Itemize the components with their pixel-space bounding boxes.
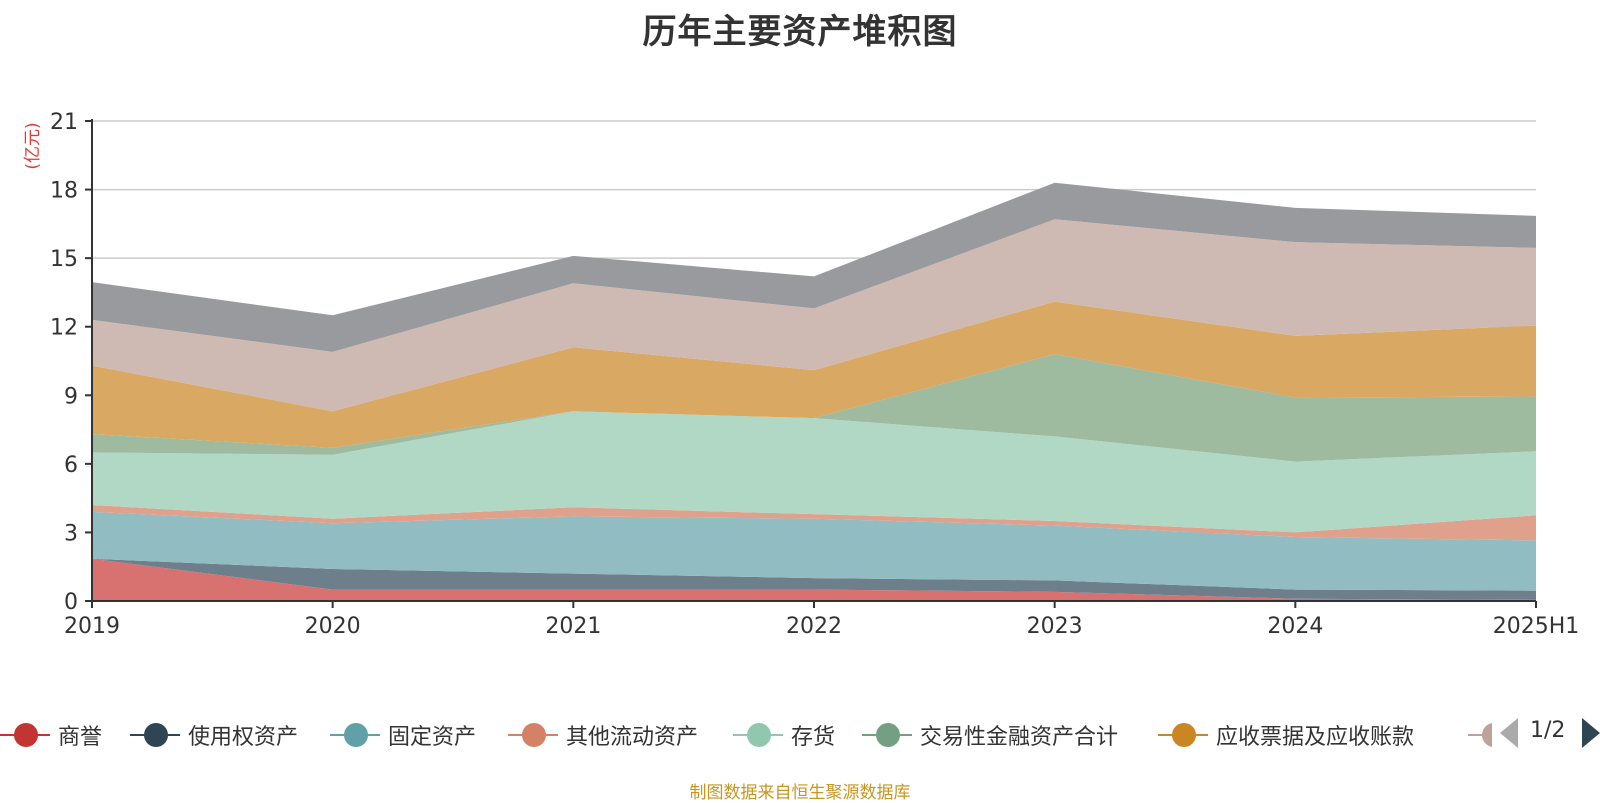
x-tick-label: 2022	[786, 614, 842, 639]
area-series-0[interactable]	[92, 558, 1536, 601]
legend-next-page-icon[interactable]	[1582, 718, 1600, 748]
y-tick-label: 0	[64, 590, 78, 615]
x-tick-label: 2023	[1027, 614, 1083, 639]
legend-item[interactable]: 使用权资产	[130, 715, 298, 755]
area-series-2[interactable]	[92, 511, 1536, 591]
legend-prev-page-icon[interactable]	[1500, 718, 1518, 748]
legend-marker-icon	[1468, 720, 1492, 750]
x-tick-label: 2025H1	[1493, 614, 1580, 639]
legend-label: 使用权资产	[188, 725, 299, 750]
legend-item-truncated[interactable]	[1468, 715, 1492, 755]
chart-title: 历年主要资产堆积图	[642, 12, 958, 52]
area-series-8[interactable]	[92, 182, 1536, 352]
x-tick-label: 2019	[64, 614, 120, 639]
legend-marker-icon	[1158, 720, 1208, 750]
y-tick-label: 21	[50, 110, 78, 135]
area-series-3[interactable]	[92, 505, 1536, 541]
legend-marker-icon	[0, 720, 50, 750]
y-axis-unit-label: (亿元)	[23, 122, 43, 169]
y-tick-label: 18	[50, 179, 78, 204]
legend-label: 交易性金融资产合计	[920, 725, 1119, 750]
legend-item[interactable]: 存货	[733, 715, 835, 755]
area-series-5[interactable]	[92, 354, 1536, 462]
x-tick-label: 2021	[545, 614, 601, 639]
legend-marker-icon	[508, 720, 558, 750]
legend-item[interactable]: 应收票据及应收账款	[1158, 715, 1414, 755]
legend-item[interactable]: 固定资产	[330, 715, 476, 755]
legend-label: 应收票据及应收账款	[1216, 725, 1415, 750]
legend-item[interactable]: 交易性金融资产合计	[862, 715, 1118, 755]
legend-marker-icon	[862, 720, 912, 750]
stacked-area-chart: 0 3 6 9 12 15 18 21 2019 2020 2021 2022 2023 2024 2025…	[23, 110, 1579, 639]
legend-item[interactable]: 其他流动资产	[508, 715, 698, 755]
area-series-6[interactable]	[92, 301, 1536, 448]
y-tick-label: 12	[50, 316, 78, 341]
area-series-7[interactable]	[92, 219, 1536, 412]
legend-label: 固定资产	[388, 725, 477, 750]
legend-label: 存货	[791, 725, 836, 750]
legend-item[interactable]: 商誉	[0, 715, 102, 755]
y-tick-label: 6	[64, 453, 78, 478]
area-series-1[interactable]	[92, 558, 1536, 600]
legend-label: 其他流动资产	[566, 725, 699, 750]
area-series	[92, 182, 1536, 601]
legend-marker-icon	[130, 720, 180, 750]
x-tick-label: 2024	[1267, 614, 1323, 639]
legend-label: 商誉	[58, 725, 103, 750]
y-tick-label: 3	[64, 521, 78, 546]
legend: 商誉 使用权资产 固定资产 其他流动资产 存货 交易性金融资产合计 应收票据及应收账款	[0, 715, 1600, 755]
area-series-4[interactable]	[92, 411, 1536, 533]
y-tick-label: 15	[50, 247, 78, 272]
legend-marker-icon	[733, 720, 783, 750]
legend-page-indicator: 1/2	[1530, 718, 1566, 743]
axes: 0 3 6 9 12 15 18 21 2019 2020 2021 2022 2023 2024 2025…	[50, 110, 1579, 639]
x-tick-label: 2020	[305, 614, 361, 639]
legend-marker-icon	[330, 720, 380, 750]
y-tick-label: 9	[64, 384, 78, 409]
source-note: 制图数据来自恒生聚源数据库	[689, 783, 911, 803]
